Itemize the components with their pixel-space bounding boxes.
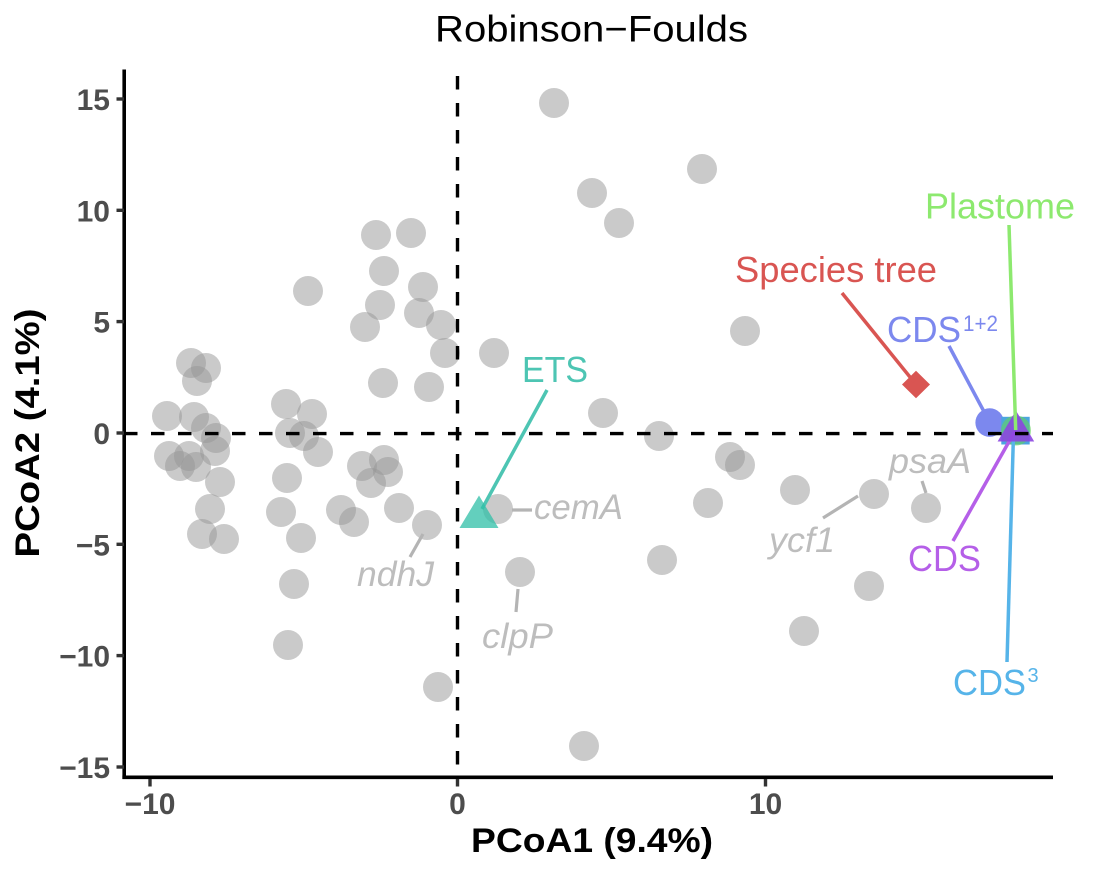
svg-text:CDS: CDS — [908, 538, 981, 579]
svg-text:10: 10 — [749, 788, 782, 821]
svg-text:−15: −15 — [59, 752, 110, 785]
svg-text:ndhJ: ndhJ — [357, 555, 434, 594]
svg-text:PCoA2 (4.1%): PCoA2 (4.1%) — [9, 309, 47, 558]
svg-text:CDS: CDS — [887, 309, 961, 350]
svg-text:PCoA1 (9.4%): PCoA1 (9.4%) — [471, 822, 713, 860]
svg-text:5: 5 — [93, 307, 110, 340]
svg-text:0: 0 — [449, 788, 466, 821]
svg-text:1+2: 1+2 — [963, 311, 998, 336]
svg-text:CDS: CDS — [953, 662, 1026, 703]
svg-text:0: 0 — [93, 418, 110, 451]
svg-text:3: 3 — [1028, 665, 1039, 687]
svg-text:15: 15 — [77, 84, 110, 117]
svg-text:−5: −5 — [76, 529, 110, 562]
svg-text:cemA: cemA — [534, 488, 623, 527]
svg-text:clpP: clpP — [482, 617, 554, 656]
svg-text:Plastome: Plastome — [925, 186, 1075, 227]
svg-text:Robinson−Foulds: Robinson−Foulds — [435, 9, 748, 50]
svg-text:ycf1: ycf1 — [767, 521, 835, 560]
svg-text:10: 10 — [77, 195, 110, 228]
svg-text:−10: −10 — [125, 788, 176, 821]
svg-text:psaA: psaA — [888, 442, 971, 481]
svg-text:ETS: ETS — [522, 349, 588, 390]
svg-text:Species tree: Species tree — [735, 249, 937, 290]
svg-text:−10: −10 — [59, 641, 110, 674]
